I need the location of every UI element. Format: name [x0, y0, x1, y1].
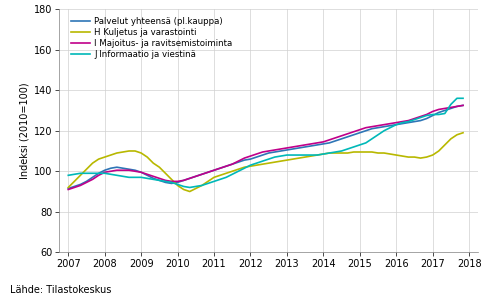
- Legend: Palvelut yhteensä (pl.kauppa), H Kuljetus ja varastointi, I Majoitus- ja ravitse: Palvelut yhteensä (pl.kauppa), H Kuljetu…: [68, 13, 236, 63]
- H Kuljetus ja varastointi: [193, 187, 199, 190]
- Line: Palvelut yhteensä (pl.kauppa): Palvelut yhteensä (pl.kauppa): [68, 105, 463, 188]
- Text: Lähde: Tilastokeskus: Lähde: Tilastokeskus: [10, 285, 111, 295]
- J Informaatio ja viestinä: [454, 96, 460, 100]
- H Kuljetus ja varastointi: [242, 165, 247, 169]
- H Kuljetus ja varastointi: [436, 149, 442, 153]
- Palvelut yhteensä (pl.kauppa): [126, 168, 132, 171]
- J Informaatio ja viestinä: [247, 163, 253, 167]
- J Informaatio ja viestinä: [460, 96, 466, 100]
- I Majoitus- ja ravitsemistoiminta: [126, 168, 132, 172]
- H Kuljetus ja varastointi: [187, 190, 193, 193]
- H Kuljetus ja varastointi: [65, 186, 71, 189]
- J Informaatio ja viestinä: [381, 129, 387, 133]
- I Majoitus- ja ravitsemistoiminta: [460, 104, 466, 107]
- Palvelut yhteensä (pl.kauppa): [235, 160, 241, 164]
- Palvelut yhteensä (pl.kauppa): [65, 187, 71, 190]
- J Informaatio ja viestinä: [65, 174, 71, 177]
- J Informaatio ja viestinä: [96, 171, 102, 175]
- I Majoitus- ja ravitsemistoiminta: [235, 159, 241, 163]
- J Informaatio ja viestinä: [187, 186, 193, 189]
- I Majoitus- ja ravitsemistoiminta: [163, 178, 169, 182]
- H Kuljetus ja varastointi: [460, 131, 466, 135]
- J Informaatio ja viestinä: [163, 180, 169, 183]
- Line: I Majoitus- ja ravitsemistoiminta: I Majoitus- ja ravitsemistoiminta: [68, 105, 463, 189]
- I Majoitus- ja ravitsemistoiminta: [430, 110, 436, 113]
- H Kuljetus ja varastointi: [96, 157, 102, 161]
- H Kuljetus ja varastointi: [163, 171, 169, 175]
- I Majoitus- ja ravitsemistoiminta: [65, 188, 71, 191]
- J Informaatio ja viestinä: [193, 185, 199, 188]
- I Majoitus- ja ravitsemistoiminta: [375, 124, 381, 127]
- Palvelut yhteensä (pl.kauppa): [163, 181, 169, 184]
- Line: H Kuljetus ja varastointi: H Kuljetus ja varastointi: [68, 133, 463, 192]
- Y-axis label: Indeksi (2010=100): Indeksi (2010=100): [20, 82, 30, 179]
- Palvelut yhteensä (pl.kauppa): [187, 177, 193, 180]
- Palvelut yhteensä (pl.kauppa): [375, 126, 381, 130]
- I Majoitus- ja ravitsemistoiminta: [187, 177, 193, 180]
- H Kuljetus ja varastointi: [381, 151, 387, 155]
- J Informaatio ja viestinä: [242, 166, 247, 170]
- Palvelut yhteensä (pl.kauppa): [430, 114, 436, 117]
- Palvelut yhteensä (pl.kauppa): [460, 104, 466, 107]
- Line: J Informaatio ja viestinä: J Informaatio ja viestinä: [68, 98, 463, 188]
